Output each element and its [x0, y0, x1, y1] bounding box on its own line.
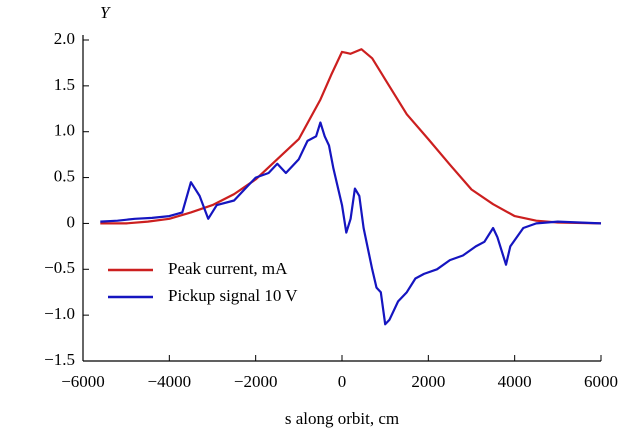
x-axis-label: s along orbit, cm	[285, 409, 399, 428]
y-tick-label: 2.0	[54, 29, 75, 48]
y-tick-label: −1.0	[44, 304, 75, 323]
series-line	[100, 48, 602, 225]
x-tick-label: −6000	[61, 372, 105, 391]
x-tick-label: −2000	[234, 372, 278, 391]
legend-label: Pickup signal 10 V	[168, 286, 298, 305]
x-tick-label: −4000	[148, 372, 192, 391]
y-tick-label: 1.0	[54, 121, 75, 140]
y-tick-label: 0.5	[54, 166, 75, 185]
y-tick-label: −0.5	[44, 258, 75, 277]
x-tick-label: 2000	[411, 372, 445, 391]
x-tick-label: 0	[338, 372, 347, 391]
y-tick-label: −1.5	[44, 350, 75, 369]
legend-label: Peak current, mA	[168, 259, 288, 278]
x-tick-label: 4000	[498, 372, 532, 391]
y-tick-label: 0	[67, 212, 76, 231]
series-line	[100, 121, 602, 326]
y-axis-label: Y	[100, 3, 111, 22]
x-tick-label: 6000	[584, 372, 618, 391]
y-tick-label: 1.5	[54, 75, 75, 94]
